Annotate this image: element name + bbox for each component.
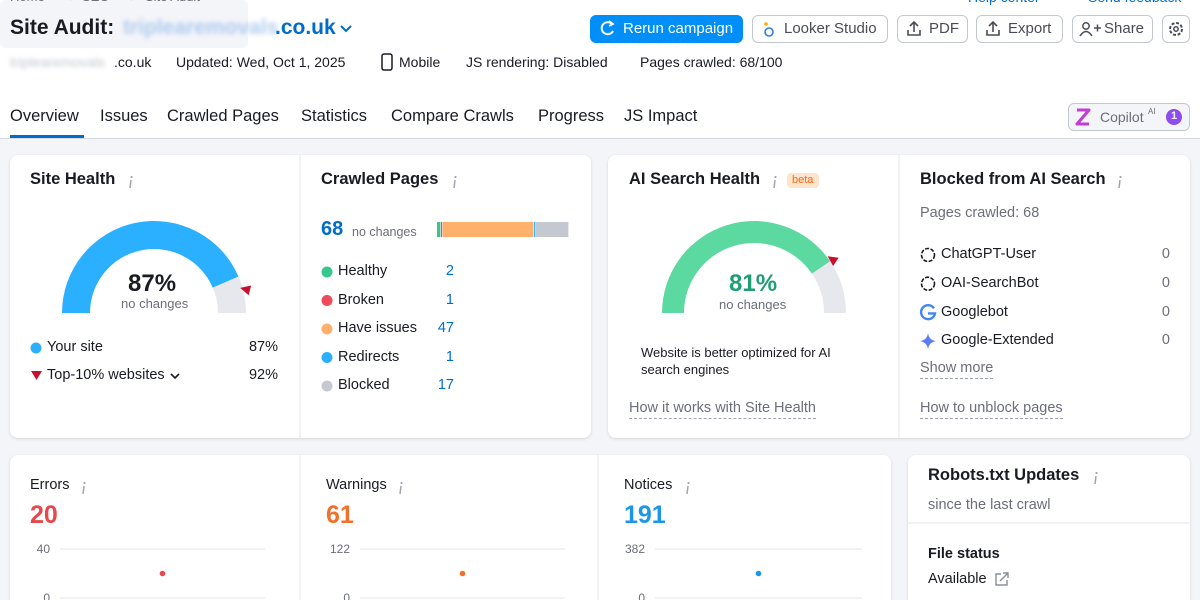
card-title: Blocked from AI Search (920, 170, 1106, 189)
action-button-label[interactable]: Share (1104, 20, 1145, 37)
tab[interactable]: JS Impact (624, 107, 698, 126)
top-link[interactable]: Help center (968, 0, 1040, 5)
file-status[interactable]: Available (928, 571, 987, 588)
issue-title: Warnings (326, 477, 387, 494)
y-tick-label: 0 (638, 590, 645, 600)
status-name: Redirects (338, 348, 400, 365)
breadcrumb-item[interactable]: Site Audit (145, 0, 200, 5)
copilot-badge: 1 (1171, 110, 1178, 123)
action-button-label[interactable]: Looker Studio (784, 20, 877, 37)
action-button[interactable] (752, 15, 888, 43)
card-title: AI Search Health (629, 170, 761, 189)
card-title: Site Health (30, 170, 116, 189)
info-updated: Updated: Wed, Oct 1, 2025 (176, 53, 346, 70)
beta-badge: beta (792, 174, 814, 187)
action-button-label[interactable]: Export (1008, 20, 1052, 37)
robots-subtitle: since the last crawl (928, 497, 1051, 514)
status-count[interactable]: 1 (445, 348, 454, 365)
top-link[interactable]: Send feedback (1088, 0, 1181, 5)
domain-chevron (340, 25, 352, 33)
bot-name: Google-Extended (941, 332, 1054, 349)
y-tick-label: 0 (343, 590, 350, 600)
gauge-change: no changes (719, 297, 787, 313)
breadcrumb-item[interactable]: Home (10, 0, 45, 5)
tab[interactable]: Overview (10, 107, 79, 126)
info-pages: Pages crawled: 68/100 (640, 53, 783, 70)
status-name: Blocked (338, 377, 390, 394)
tab[interactable]: Statistics (301, 107, 368, 126)
breadcrumb-item[interactable]: SEO (82, 0, 109, 5)
domain-blurred: triplearemovals (123, 16, 279, 40)
copilot-sup: AI (1148, 107, 1156, 117)
domain-tld[interactable]: .co.uk (275, 16, 336, 40)
status-name: Have issues (338, 320, 417, 337)
info-js: JS rendering: Disabled (466, 53, 608, 70)
bot-value: 0 (1161, 246, 1170, 263)
card (10, 455, 891, 600)
blocked-subtitle: Pages crawled: 68 (920, 205, 1040, 222)
status-name: Broken (338, 291, 384, 308)
action-button[interactable] (976, 15, 1063, 43)
card-title: Crawled Pages (321, 170, 439, 189)
info-domain-blurred: triplearemovals (10, 53, 105, 70)
tab[interactable]: Progress (538, 107, 605, 126)
settings-button[interactable] (1162, 15, 1190, 43)
tab[interactable]: Crawled Pages (167, 107, 279, 126)
show-more[interactable]: Show more (920, 360, 994, 379)
crawled-total: 68 (321, 218, 344, 240)
page-title: Site Audit: (10, 16, 115, 40)
tab[interactable]: Issues (100, 107, 148, 126)
action-button-label[interactable]: Rerun campaign (623, 20, 734, 37)
status-count[interactable]: 47 (437, 320, 454, 337)
legend-name: Top-10% websites (47, 367, 165, 384)
card (908, 455, 1190, 600)
ai-link[interactable]: How it works with Site Health (629, 400, 816, 419)
status-count[interactable]: 1 (445, 291, 454, 308)
legend-name: Your site (47, 339, 103, 356)
info-domain-tld: .co.uk (114, 53, 152, 70)
ai-note: Website is better optimized for AI searc… (641, 345, 831, 378)
info-device: Mobile (399, 53, 441, 70)
copilot-label[interactable]: Copilot (1100, 108, 1144, 125)
card (608, 155, 1190, 438)
bot-name: Googlebot (941, 303, 1008, 320)
gauge-value-label: 81% (729, 269, 778, 297)
issue-title: Errors (30, 477, 70, 494)
action-button-label[interactable]: PDF (929, 20, 959, 37)
status-name: Healthy (338, 263, 388, 280)
y-tick-label: 122 (329, 541, 350, 556)
bot-name: ChatGPT-User (941, 246, 1037, 263)
blocked-link[interactable]: How to unblock pages (920, 400, 1063, 419)
y-tick-label: 0 (43, 590, 50, 600)
legend-value: 87% (248, 339, 278, 356)
file-status-label: File status (928, 546, 1000, 563)
issue-title: Notices (624, 477, 673, 494)
bot-value: 0 (1161, 275, 1170, 291)
status-count[interactable]: 2 (445, 263, 454, 280)
bot-name: OAI-SearchBot (941, 275, 1039, 291)
issue-count[interactable]: 61 (326, 501, 354, 529)
issue-count[interactable]: 191 (624, 501, 666, 529)
issue-count[interactable]: 20 (30, 501, 58, 529)
ai-note-box (0, 0, 248, 48)
bot-value: 0 (1161, 303, 1170, 320)
y-tick-label: 40 (36, 541, 50, 556)
bot-value: 0 (1161, 332, 1170, 349)
legend-value: 92% (248, 367, 278, 384)
status-count[interactable]: 17 (437, 377, 454, 394)
mobile-icon (381, 53, 393, 71)
card-title: Robots.txt Updates (928, 466, 1080, 485)
y-tick-label: 382 (624, 541, 645, 556)
crawled-change: no changes (352, 224, 417, 239)
active-tab-indicator (10, 135, 84, 138)
tab[interactable]: Compare Crawls (391, 107, 514, 126)
action-button[interactable] (590, 15, 743, 43)
